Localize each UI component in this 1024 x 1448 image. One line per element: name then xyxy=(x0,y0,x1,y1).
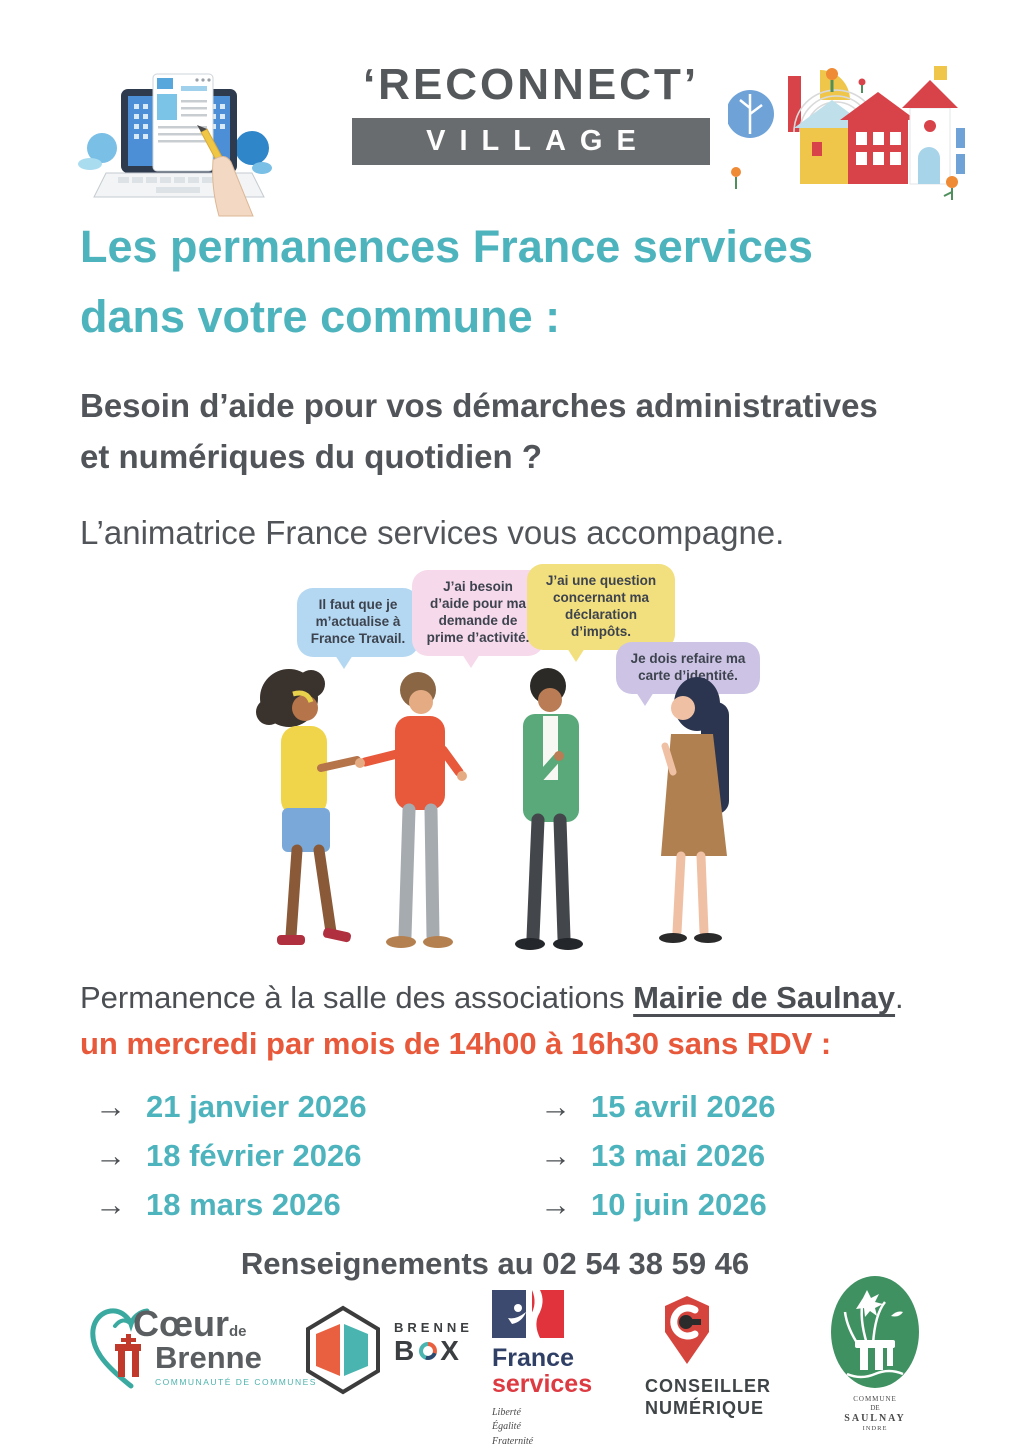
brenne-box-logo: BRENNE B X xyxy=(302,1304,469,1399)
date-item: → 15 avril 2026 xyxy=(540,1088,776,1124)
intro-question: Besoin d’aide pour vos démarches adminis… xyxy=(80,380,990,482)
venue-location: Mairie de Saulnay xyxy=(633,980,896,1015)
conseiller-numerique-text: CONSEILLER NUMÉRIQUE xyxy=(645,1376,772,1418)
intro-question-line2: et numériques du quotidien ? xyxy=(80,438,542,476)
schedule-line: un mercredi par mois de 14h00 à 16h30 sa… xyxy=(80,1026,832,1061)
brand-village-bar: VILLAGE xyxy=(352,118,710,165)
page-title-line1: Les permanences France services xyxy=(80,221,813,272)
saulnay-crest-icon xyxy=(831,1276,919,1388)
date-item: → 10 juin 2026 xyxy=(540,1186,767,1222)
intro-question-line1: Besoin d’aide pour vos démarches adminis… xyxy=(80,387,878,424)
dates-column-right: → 15 avril 2026 → 13 mai 2026 → 10 juin … xyxy=(540,1082,960,1229)
person-green-jacket xyxy=(515,668,583,950)
contact-line: Renseignements au 02 54 38 59 46 xyxy=(240,1246,750,1281)
venue-line: Permanence à la salle des associations M… xyxy=(80,980,1000,1016)
arrow-icon: → xyxy=(540,1137,571,1173)
conseiller-numerique-logo: CONSEILLER NUMÉRIQUE xyxy=(645,1294,795,1434)
heart-icon xyxy=(90,1308,150,1389)
arrow-icon: → xyxy=(540,1186,571,1222)
date-item: → 18 mars 2026 xyxy=(95,1186,341,1222)
venue-prefix: Permanence à la salle des associations xyxy=(80,980,634,1015)
arrow-icon: → xyxy=(95,1186,126,1222)
france-services-motto: Liberté Égalité Fraternité xyxy=(492,1406,534,1447)
map-pin-icon xyxy=(665,1296,709,1364)
brand-block: ‘RECONNECT’ VILLAGE xyxy=(352,60,710,165)
arrow-icon: → xyxy=(95,1137,126,1173)
conversation-scene: Il faut que je m’actualise à France Trav… xyxy=(0,562,1024,980)
venue-suffix: . xyxy=(895,980,904,1015)
coeur-de-brenne-text: Cœurde Brenne COMMUNAUTÉ DE COMMUNES xyxy=(133,1303,317,1388)
date-item: → 13 mai 2026 xyxy=(540,1137,766,1173)
brenne-box-text: BRENNE B X xyxy=(394,1320,473,1366)
box-ring-icon xyxy=(419,1342,438,1360)
person-brown-dress xyxy=(659,677,729,943)
partner-logos: Cœurde Brenne COMMUNAUTÉ DE COMMUNES BRE… xyxy=(0,1276,1024,1448)
arrow-icon: → xyxy=(95,1088,126,1124)
intro-subtitle: L’animatrice France services vous accomp… xyxy=(80,514,785,551)
village-illustration xyxy=(728,66,965,200)
saulnay-text: COMMUNE DE SAULNAY INDRE xyxy=(844,1395,906,1432)
brand-reconnect: ‘RECONNECT’ xyxy=(362,60,700,109)
speech-bubble-prime-activite: J’ai besoin d’aide pour ma demande de pr… xyxy=(412,570,544,667)
saulnay-logo: COMMUNE DE SAULNAY INDRE xyxy=(820,1274,930,1444)
france-services-flag-icon xyxy=(492,1290,564,1338)
date-item: → 18 février 2026 xyxy=(95,1137,362,1173)
laptop-illustration xyxy=(78,73,272,217)
speech-bubble-impots: J’ai une question concernant ma déclarat… xyxy=(527,564,675,661)
date-item: → 21 janvier 2026 xyxy=(95,1088,367,1124)
france-services-logo: France services Liberté Égalité Fraterni… xyxy=(492,1290,612,1447)
coeur-de-brenne-logo: Cœurde Brenne COMMUNAUTÉ DE COMMUNES xyxy=(85,1296,315,1416)
person-yellow-top xyxy=(256,669,361,945)
page-title: Les permanences France services dans vot… xyxy=(80,212,980,352)
people-illustration xyxy=(256,668,729,950)
hexagon-box-icon xyxy=(306,1305,380,1395)
dates-column-left: → 21 janvier 2026 → 18 février 2026 → 18… xyxy=(95,1082,535,1229)
page-title-line2: dans votre commune : xyxy=(80,290,561,342)
arrow-icon: → xyxy=(540,1088,571,1124)
person-red-sweater xyxy=(355,672,467,948)
speech-bubble-france-travail: Il faut que je m’actualise à France Trav… xyxy=(297,588,419,669)
